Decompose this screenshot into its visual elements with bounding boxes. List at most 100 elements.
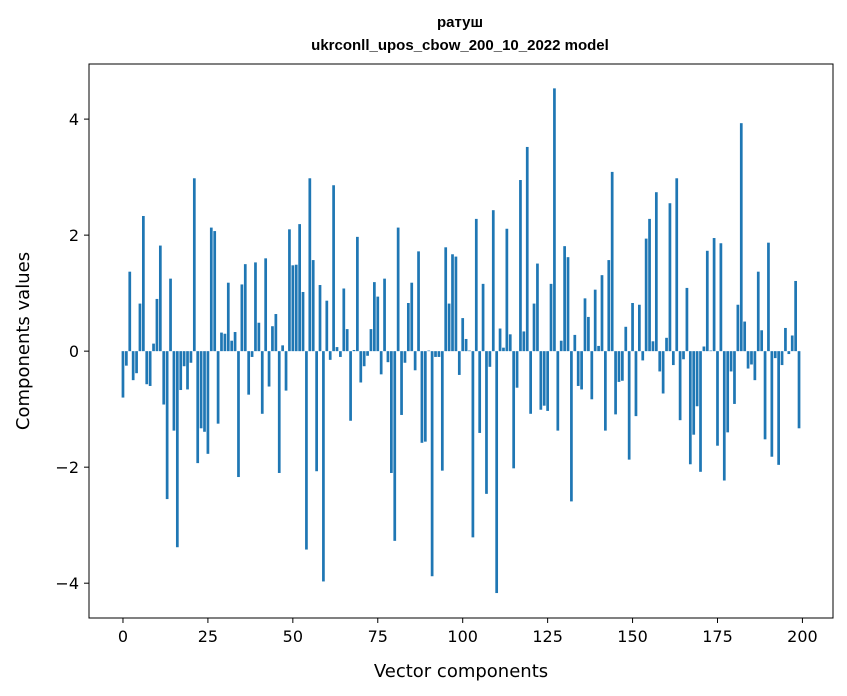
bar (216, 351, 220, 424)
bar (658, 351, 662, 372)
bar (559, 340, 563, 352)
bar (790, 335, 794, 352)
bar (386, 351, 390, 363)
bar (281, 345, 284, 352)
bar (556, 351, 560, 431)
bar (702, 346, 706, 352)
bar (573, 334, 577, 352)
bar (624, 326, 628, 352)
bar (525, 146, 529, 352)
x-tick-label: 200 (787, 627, 818, 646)
y-tick-label: −4 (55, 574, 79, 593)
bar (661, 351, 665, 394)
bar (437, 351, 441, 357)
y-axis-ticks: −4 −2 0 2 4 (55, 110, 89, 593)
bar (260, 351, 264, 414)
bar (478, 351, 482, 433)
bar (335, 347, 339, 352)
bar (332, 185, 335, 352)
bar (444, 247, 448, 352)
x-tick-label: 75 (368, 627, 388, 646)
bar (254, 262, 257, 352)
bar (301, 291, 305, 352)
bar (390, 351, 393, 473)
bar (461, 318, 465, 352)
bar (243, 264, 247, 352)
bar (743, 321, 747, 352)
bar (413, 351, 417, 371)
bar (447, 303, 451, 352)
bar (406, 303, 410, 352)
bar (393, 351, 397, 541)
bar (162, 351, 166, 405)
bar (247, 351, 251, 395)
bar (644, 238, 648, 352)
x-tick-label: 175 (702, 627, 733, 646)
bar (155, 298, 159, 352)
bar (777, 351, 780, 465)
bar (532, 303, 536, 352)
bar (712, 238, 716, 352)
x-tick-label: 125 (532, 627, 563, 646)
bar (291, 265, 295, 352)
bar (271, 326, 274, 352)
bar (142, 215, 145, 352)
bar (468, 350, 471, 352)
bar (294, 264, 298, 352)
bar (257, 322, 261, 352)
bar (220, 332, 223, 352)
bar (267, 351, 271, 387)
y-tick-label: 4 (69, 110, 79, 129)
bar (240, 284, 244, 352)
bar (488, 351, 492, 367)
x-axis-label: Vector components (374, 661, 548, 682)
bar (542, 351, 546, 406)
bar (233, 332, 237, 352)
bar (583, 298, 587, 352)
bar (349, 351, 352, 421)
bar (512, 351, 516, 469)
bar (705, 250, 709, 352)
bar (736, 304, 740, 352)
bar (152, 343, 155, 352)
bar (423, 351, 427, 442)
bar (179, 351, 183, 391)
bar (237, 351, 240, 478)
bar (373, 282, 376, 352)
bar (305, 351, 308, 550)
bar (491, 210, 495, 352)
bar (593, 289, 597, 352)
bar (135, 351, 138, 374)
bar (580, 351, 583, 390)
bar (362, 351, 366, 367)
bar (481, 283, 485, 352)
bar (366, 351, 369, 356)
bar (682, 351, 685, 360)
bar (536, 263, 539, 352)
bar (369, 329, 373, 352)
bar (403, 351, 407, 363)
bar (434, 351, 437, 357)
bar (607, 260, 611, 352)
bar (427, 350, 431, 352)
bar (590, 351, 594, 400)
bar (631, 303, 634, 352)
bar (172, 351, 176, 431)
bar (756, 271, 760, 352)
plot-frame (88, 63, 834, 619)
bar (169, 278, 172, 352)
bar (352, 349, 356, 352)
chart-title: ратуш (437, 14, 483, 31)
bar (345, 329, 349, 352)
bar (396, 227, 400, 352)
bar (773, 351, 777, 359)
bar (733, 351, 736, 404)
bar (199, 351, 203, 429)
bar (230, 340, 234, 352)
bar (203, 351, 206, 432)
bar (709, 350, 713, 352)
bar (638, 304, 641, 352)
bar (464, 338, 468, 352)
bar (546, 351, 549, 411)
bar (597, 345, 600, 352)
